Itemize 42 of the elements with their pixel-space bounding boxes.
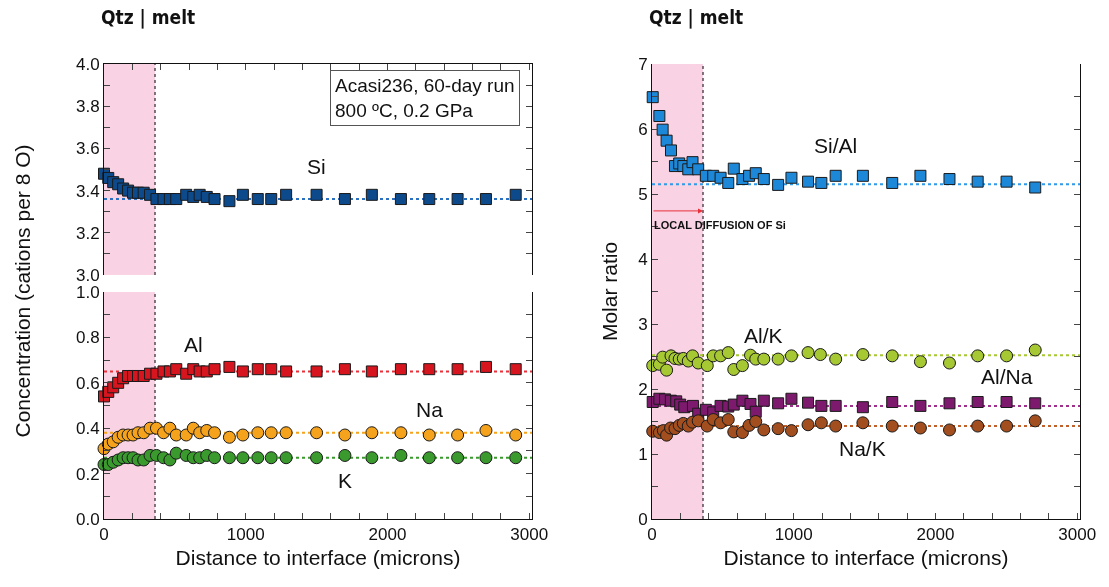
series-label: Si/Al (814, 134, 858, 157)
y-tick-label: 0.6 (75, 373, 100, 393)
y-tick-label: 0.4 (75, 419, 100, 439)
y-tick-label: 7 (638, 54, 648, 74)
series-label: Na/K (839, 437, 886, 460)
series-label: K (338, 469, 353, 492)
y-tick-label: 3.2 (75, 223, 100, 243)
y-tick-label: 3.6 (75, 139, 100, 159)
y-tick-label: 0.8 (75, 328, 100, 348)
series-label: Na (416, 398, 444, 421)
y-tick-label: 1 (638, 444, 648, 464)
text: Qtz | melt (101, 6, 196, 29)
y-tick-label: 2 (638, 379, 648, 399)
x-tick-label: 3000 (1058, 525, 1097, 545)
x-tick-label: 1000 (226, 525, 265, 545)
x-tick-label: 3000 (510, 525, 549, 545)
y-tick-label: 0.2 (75, 464, 100, 484)
y-tick-label: 4.0 (75, 54, 100, 74)
y-tick-label: 3.8 (75, 97, 100, 117)
y-tick-label: 0 (638, 509, 648, 529)
text: Qtz | melt (649, 6, 744, 29)
y-tick-label: 5 (638, 184, 648, 204)
y-tick-label: 6 (638, 119, 648, 139)
y-tick-label: 3.0 (75, 265, 100, 285)
x-tick-label: 2000 (368, 525, 407, 545)
series-label: Al (184, 333, 203, 356)
annotation: Acasi236, 60-day run 800 ºC, 0.2 GPa (335, 75, 515, 121)
series-label: Al/Na (981, 365, 1033, 388)
x-tick-label: 1000 (774, 525, 813, 545)
y-tick-label: 1.0 (75, 282, 100, 302)
y-tick-label: 3 (638, 314, 648, 334)
x-axis-title: Distance to interface (microns) (723, 545, 1009, 569)
y-tick-label: 4 (638, 249, 648, 269)
y-tick-label: 3.4 (75, 181, 100, 201)
x-tick-label: 2000 (916, 525, 955, 545)
series-label: Al/K (744, 324, 783, 347)
y-tick-label: 0.0 (75, 509, 100, 529)
series-label: Si (307, 155, 326, 178)
annotation: LOCAL DIFFUSION OF Si (654, 219, 786, 231)
x-axis-title: Distance to interface (microns) (175, 545, 461, 569)
y-axis-title: Concentration (cations per 8 O) (10, 144, 34, 438)
y-axis-title: Molar ratio (598, 241, 622, 342)
